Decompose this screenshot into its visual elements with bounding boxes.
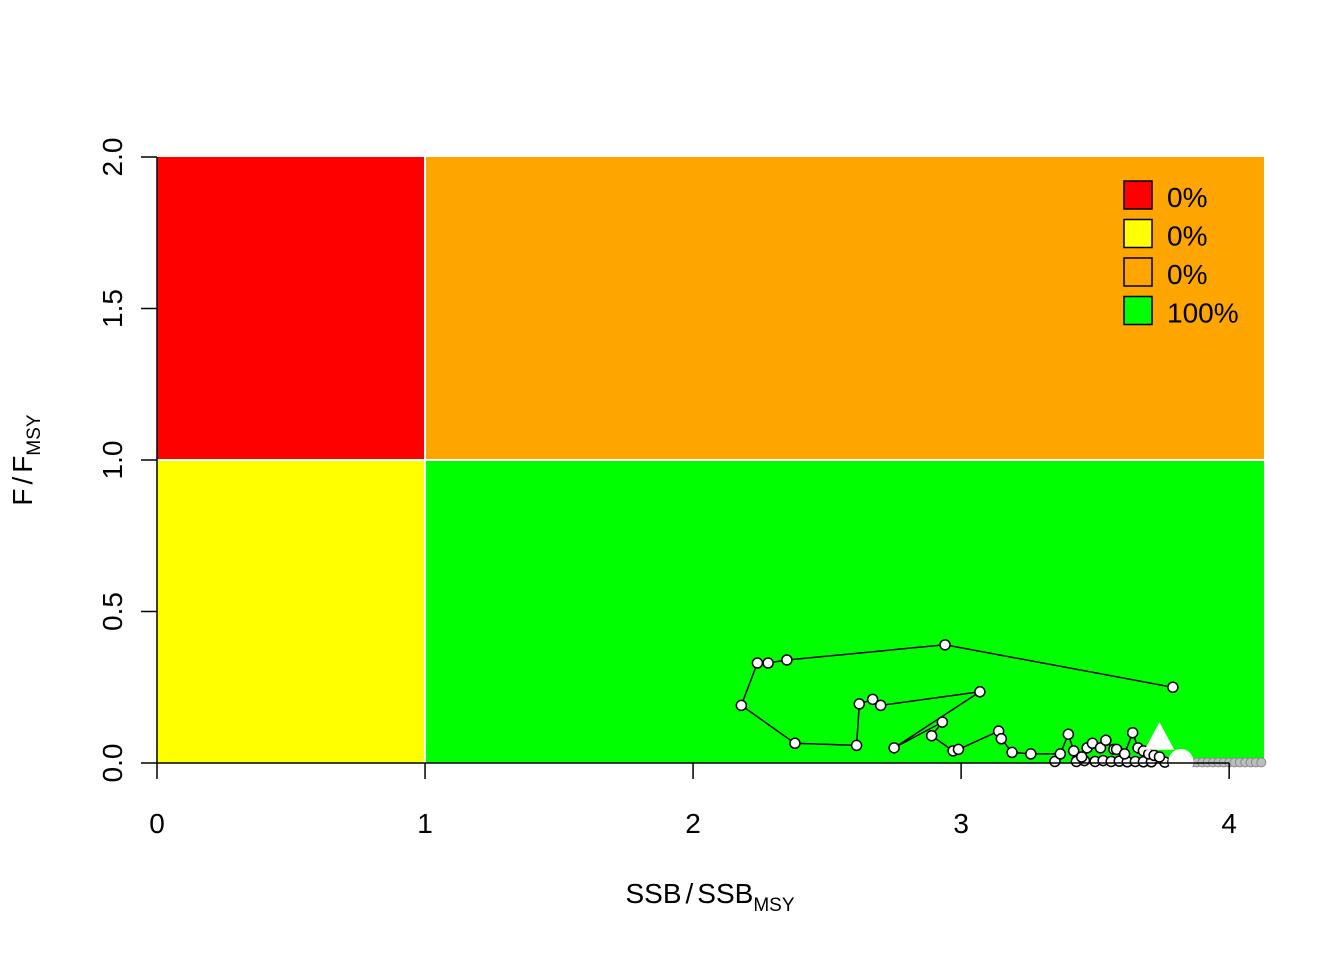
trajectory-point bbox=[781, 654, 793, 666]
trajectory-point bbox=[1049, 755, 1061, 768]
trajectory-point bbox=[925, 729, 938, 742]
trajectory-point bbox=[1067, 745, 1080, 757]
x-tick-label: 1 bbox=[417, 808, 433, 839]
trajectory-point bbox=[735, 699, 748, 712]
trajectory-point bbox=[1062, 728, 1075, 740]
projection-point bbox=[1256, 757, 1267, 768]
trajectory-point bbox=[936, 716, 949, 728]
y-tick-label: 2.0 bbox=[97, 138, 128, 177]
legend-label: 0% bbox=[1167, 182, 1207, 213]
trajectory-point bbox=[751, 657, 764, 669]
trajectory-point bbox=[1006, 746, 1018, 759]
trajectory-point bbox=[762, 657, 774, 669]
x-axis: 0 1 2 3 4 bbox=[149, 762, 1237, 839]
legend-label: 100% bbox=[1167, 298, 1239, 329]
trajectory-point bbox=[1126, 726, 1139, 739]
y-axis-title: F/FMSY bbox=[7, 414, 45, 506]
trajectory-point bbox=[1167, 681, 1179, 693]
trajectory-point bbox=[888, 742, 900, 754]
trajectory-point bbox=[1054, 748, 1067, 760]
legend-swatch bbox=[1123, 218, 1153, 249]
trajectory-point bbox=[874, 699, 887, 712]
trajectory-point bbox=[850, 739, 863, 752]
trajectory-point bbox=[1100, 734, 1112, 747]
trajectory-point bbox=[974, 686, 986, 698]
x-tick-label: 0 bbox=[149, 808, 165, 839]
x-tick-label: 3 bbox=[953, 808, 969, 839]
reference-lines bbox=[157, 157, 1264, 763]
x-tick-label: 2 bbox=[685, 808, 701, 839]
y-axis: 0.0 0.5 1.0 1.5 2.0 bbox=[97, 138, 158, 783]
start-marker bbox=[1144, 722, 1175, 750]
legend-swatch bbox=[1123, 257, 1153, 287]
end-marker bbox=[1168, 748, 1194, 774]
quadrant-overfished-overfishing bbox=[157, 157, 426, 460]
legend-swatch bbox=[1123, 295, 1153, 326]
quadrant-overfished-healthy bbox=[157, 460, 426, 763]
legend-label: 0% bbox=[1167, 259, 1207, 290]
trajectory-point bbox=[866, 693, 879, 706]
trajectory-point bbox=[1118, 748, 1131, 760]
trajectory-layer bbox=[735, 639, 1267, 774]
legend-label: 0% bbox=[1167, 221, 1207, 252]
legend: 0% 0% 0% 100% bbox=[1123, 180, 1239, 329]
trajectory-point bbox=[853, 698, 866, 710]
quadrant-healthy bbox=[425, 460, 1265, 763]
trajectory-point bbox=[1075, 751, 1088, 763]
y-tick-label: 0.5 bbox=[97, 592, 128, 631]
trajectory-point bbox=[952, 743, 965, 756]
x-axis-title: SSB / SSBMSY bbox=[625, 878, 794, 916]
trajectory-point bbox=[789, 737, 801, 750]
trajectory-point bbox=[1025, 748, 1037, 760]
y-tick-label: 1.0 bbox=[97, 441, 128, 480]
trajectory-point bbox=[1094, 742, 1107, 754]
y-tick-label: 0.0 bbox=[97, 744, 128, 783]
trajectory-point bbox=[995, 733, 1008, 745]
x-tick-label: 4 bbox=[1221, 808, 1237, 839]
trajectory-point bbox=[1153, 751, 1166, 763]
y-tick-label: 1.5 bbox=[97, 289, 128, 328]
trajectory-point bbox=[939, 639, 951, 651]
legend-swatch bbox=[1123, 180, 1153, 210]
